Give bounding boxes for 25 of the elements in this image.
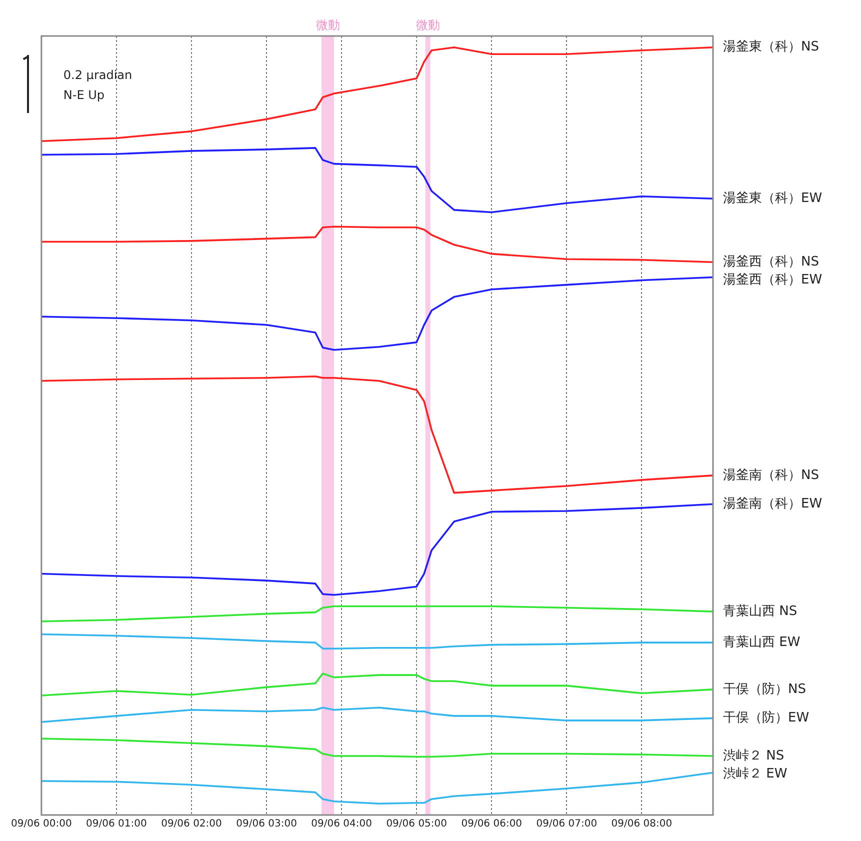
- annotation: N-E Up: [63, 88, 105, 102]
- series-label: 湯釜東（科）EW: [723, 190, 822, 206]
- series-label: 湯釜西（科）NS: [723, 254, 819, 270]
- x-tick-label: 09/06 04:00: [311, 818, 372, 830]
- series-label: 青葉山西 NS: [723, 604, 798, 619]
- series-label: 渋峠２ EW: [723, 766, 788, 782]
- series-label: 湯釜東（科）NS: [723, 40, 819, 55]
- x-tick-label: 09/06 06:00: [461, 818, 522, 830]
- band-label: 微動: [316, 18, 340, 32]
- x-tick-label: 09/06 00:00: [10, 818, 72, 830]
- series-label: 干俣（防）NS: [723, 682, 806, 697]
- series-label: 湯釜西（科）EW: [723, 272, 822, 288]
- x-tick-label: 09/06 03:00: [236, 818, 297, 830]
- band-label: 微動: [416, 18, 440, 32]
- annotation: 0.2 μradian: [63, 68, 132, 82]
- x-tick-label: 09/06 08:00: [611, 818, 672, 830]
- series-label: 干俣（防）EW: [723, 710, 810, 726]
- series-label: 渋峠２ NS: [723, 748, 784, 764]
- x-tick-label: 09/06 07:00: [536, 818, 598, 830]
- x-tick-label: 09/06 05:00: [386, 818, 448, 830]
- series-label: 湯釜南（科）EW: [723, 496, 822, 512]
- x-tick-label: 09/06 02:00: [161, 818, 222, 830]
- series-label: 青葉山西 EW: [723, 634, 800, 650]
- series-label: 湯釜南（科）NS: [723, 468, 819, 483]
- x-tick-label: 09/06 01:00: [86, 818, 147, 830]
